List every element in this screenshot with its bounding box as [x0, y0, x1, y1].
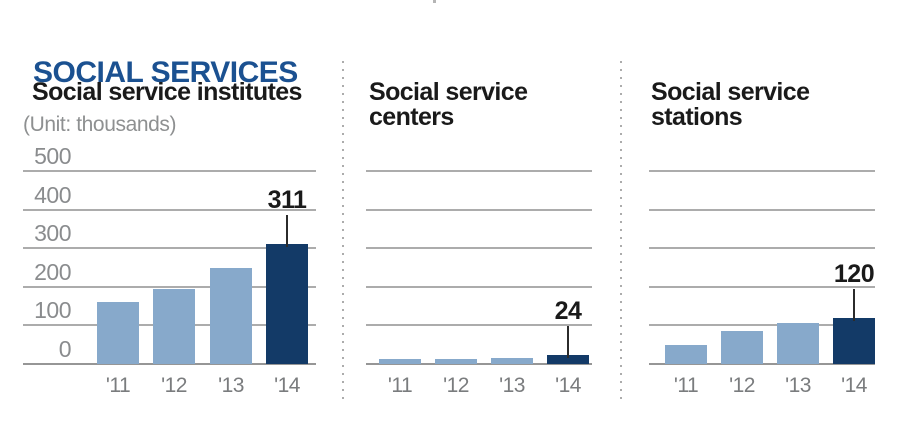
bar-13	[777, 323, 819, 364]
panel-divider	[620, 61, 622, 404]
bar-11	[665, 344, 707, 364]
panel-stations: Social service stations '11 '12 '13 '14 120	[649, 0, 875, 440]
x-axis-baseline	[649, 363, 875, 365]
x-axis-tick-label: '11	[105, 374, 131, 397]
bar-13	[491, 357, 533, 364]
page-title: SOCIAL SERVICES	[33, 56, 298, 90]
panel-divider	[342, 61, 344, 404]
bar-14	[547, 354, 589, 364]
x-axis-tick-label: '14	[274, 374, 300, 397]
annotation-connector	[567, 325, 569, 358]
plot-area-centers: '11 '12 '13 '14 24	[366, 0, 592, 440]
plot-area-institutes: 500 400 300 200 100 0 '11 '12 '13 '14 311	[23, 0, 316, 440]
gridline	[366, 324, 592, 327]
gridline	[649, 170, 875, 172]
x-axis-tick-label: '11	[673, 374, 699, 397]
panel-title-line: centers	[369, 103, 454, 131]
y-axis-tick-label: 500	[34, 143, 71, 169]
x-axis-tick-label: '14	[841, 374, 867, 397]
gridline	[23, 208, 316, 211]
x-axis-tick-label: '13	[785, 374, 811, 397]
gridline	[649, 208, 875, 211]
gridline	[23, 170, 316, 172]
bar-11	[379, 359, 421, 364]
bar-13	[210, 267, 252, 364]
gridline	[649, 285, 875, 288]
bar-12	[153, 288, 195, 364]
cropped-divider-dot	[433, 0, 436, 3]
plot-area-stations: '11 '12 '13 '14 120	[649, 0, 875, 440]
bar-14	[833, 317, 875, 364]
annotation-value: 24	[554, 296, 582, 325]
annotation-connector	[286, 214, 288, 247]
gridline	[366, 170, 592, 172]
gridline	[366, 285, 592, 288]
x-axis-tick-label: '14	[555, 374, 581, 397]
unit-label: (Unit: thousands)	[23, 113, 177, 136]
x-axis-baseline	[23, 363, 316, 365]
panel-centers: Social service centers '11 '12 '13 '14 24	[366, 0, 592, 440]
x-axis-tick-label: '12	[161, 374, 187, 397]
bar-14	[266, 243, 308, 364]
bar-12	[435, 358, 477, 364]
y-axis-tick-label: 0	[58, 336, 72, 362]
x-axis-tick-label: '12	[729, 374, 755, 397]
y-axis-tick-label: 200	[34, 258, 71, 285]
annotation-connector	[853, 288, 855, 321]
annotation-value: 311	[267, 185, 307, 214]
panel-title-line: Social service institutes	[32, 78, 302, 106]
panel-title-centers: Social service centers	[369, 78, 528, 131]
gridline	[649, 247, 875, 250]
gridline	[649, 324, 875, 327]
panel-title-line: Social service	[651, 78, 810, 106]
x-axis-tick-label: '13	[218, 374, 244, 397]
x-axis-tick-label: '12	[443, 374, 469, 397]
panel-title-line: stations	[651, 103, 743, 131]
gridline	[23, 247, 316, 250]
panel-institutes: Social service institutes (Unit: thousan…	[23, 0, 316, 440]
panel-title-institutes: Social service institutes	[32, 80, 302, 105]
gridline	[23, 285, 316, 288]
gridline	[366, 247, 592, 250]
y-axis-tick-label: 300	[34, 220, 71, 247]
bar-11	[97, 302, 139, 364]
bar-12	[721, 331, 763, 364]
y-axis-tick-label: 400	[34, 181, 71, 208]
y-axis-tick-label: 100	[34, 297, 71, 324]
x-axis-baseline	[366, 363, 592, 365]
panel-title-stations: Social service stations	[651, 78, 810, 131]
annotation-value: 120	[833, 259, 875, 288]
panel-title-line: Social service	[369, 78, 528, 106]
x-axis-tick-label: '13	[499, 374, 525, 397]
gridline	[366, 208, 592, 211]
x-axis-tick-label: '11	[387, 374, 413, 397]
